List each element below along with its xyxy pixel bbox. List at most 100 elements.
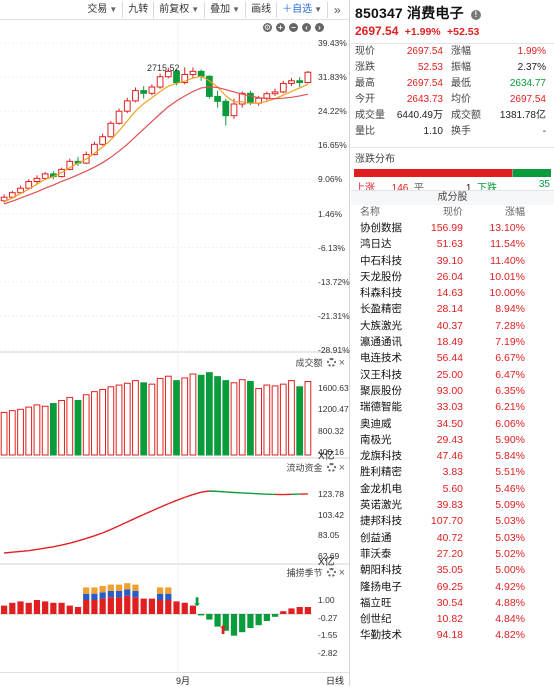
component-row[interactable]: 大族激光 40.37 7.28% [351,318,554,334]
component-name: 朝阳科技 [351,562,409,578]
header-change[interactable]: 涨幅 [463,205,527,220]
header-price[interactable]: 现价 [409,205,463,220]
season-bar [75,607,81,614]
ma5-line [4,76,308,201]
season-bar-blue [124,590,130,596]
component-row[interactable]: 菲沃泰 27.20 5.02% [351,546,554,562]
stat-value: 52.53 [378,60,446,76]
component-row[interactable]: 电连技术 56.44 6.67% [351,350,554,366]
component-row[interactable]: 龙旗科技 47.46 5.84% [351,448,554,464]
volume-bar [256,389,262,455]
stat-value: 1.99% [477,44,550,60]
component-name: 协创数据 [351,220,409,236]
component-row[interactable]: 胜利精密 3.83 5.51% [351,464,554,480]
flow-segment [78,538,86,540]
component-row[interactable]: 华勤技术 94.18 4.82% [351,627,554,643]
component-row[interactable]: 福立旺 30.54 4.88% [351,595,554,611]
volume-bar [18,409,24,455]
component-price: 26.04 [409,269,463,285]
volume-bar [215,377,221,455]
close-icon[interactable]: × [339,357,345,369]
component-change: 5.03% [463,530,527,546]
candle-body [289,81,295,84]
flow-segment [185,495,193,498]
season-bar [288,608,294,614]
component-name: 长盈精密 [351,301,409,317]
volume-panel-header: 成交额× [296,356,345,369]
flow-segment [144,511,152,515]
component-change: 4.88% [463,595,527,611]
stat-label: 成交量 [351,108,378,124]
gear-icon[interactable] [327,568,336,577]
gear-icon[interactable] [327,463,336,472]
volume-bar [264,385,270,455]
component-name: 龙旗科技 [351,448,409,464]
candle-body [231,104,237,116]
component-row[interactable]: 南极光 29.43 5.90% [351,432,554,448]
season-bar [231,614,237,636]
gear-icon[interactable] [327,358,336,367]
component-row[interactable]: 瑞德智能 33.03 6.21% [351,399,554,415]
season-bar-orange [83,587,89,593]
volume-bar [149,384,155,455]
component-row[interactable]: 科森科技 14.63 10.00% [351,285,554,301]
volume-bar [305,381,311,455]
component-row[interactable]: 捷邦科技 107.70 5.03% [351,513,554,529]
change-value: +52.53 [447,26,479,38]
candle-body [157,77,163,87]
stat-label: 最高 [351,76,378,92]
component-row[interactable]: 天龙股份 26.04 10.01% [351,269,554,285]
component-row[interactable]: 协创数据 156.99 13.10% [351,220,554,236]
close-icon[interactable]: × [339,462,345,474]
component-name: 中石科技 [351,253,409,269]
flow-panel-header: 流动资金× [287,461,345,474]
period-label[interactable]: 日线 [326,674,344,687]
component-price: 94.18 [409,627,463,643]
volume-bar [289,381,295,455]
price-line: 2697.54 +1.99% +52.53 [355,24,482,38]
flow-segment [168,500,176,503]
stat-label: 成交额 [446,108,477,124]
info-icon[interactable]: ! [471,10,481,20]
component-row[interactable]: 朝阳科技 35.05 5.00% [351,562,554,578]
candle-body [133,91,139,101]
candle-body [100,137,106,145]
month-label: 9月 [176,674,190,687]
component-row[interactable]: 中石科技 39.10 11.40% [351,253,554,269]
flow-unit: X亿 [318,553,335,568]
distribution-title: 涨跌分布 [351,148,554,167]
component-change: 7.28% [463,318,527,334]
stat-label: 现价 [351,44,378,60]
component-change: 10.01% [463,269,527,285]
component-row[interactable]: 创益通 40.72 5.03% [351,530,554,546]
season-bar [67,606,73,614]
axis-tick-label: -13.72% [318,277,350,287]
component-row[interactable]: 鸿日达 51.63 11.54% [351,236,554,252]
candle-body [34,178,40,181]
current-price: 2697.54 [355,24,398,38]
volume-bar [174,381,180,455]
flow-segment [111,526,119,530]
stat-label: 涨跌 [351,60,378,76]
season-bar [124,596,130,614]
chart-pane[interactable]: 交易▼ 九转 前复权▼ 叠加▼ 画线 ＋自选▼ » ⚙ + − ‹ › 2715… [0,0,350,686]
component-row[interactable]: 金龙机电 5.60 5.46% [351,481,554,497]
component-change: 8.94% [463,301,527,317]
close-icon[interactable]: × [339,567,345,579]
component-row[interactable]: 奥迪威 34.50 6.06% [351,416,554,432]
header-name[interactable]: 名称 [351,205,409,220]
component-row[interactable]: 瀛通通讯 18.49 7.19% [351,334,554,350]
component-price: 39.10 [409,253,463,269]
component-row[interactable]: 隆扬电子 69.25 4.92% [351,579,554,595]
component-name: 天龙股份 [351,269,409,285]
candle-body [280,83,286,92]
component-row[interactable]: 聚辰股份 93.00 6.35% [351,383,554,399]
component-row[interactable]: 创世纪 10.82 4.84% [351,611,554,627]
date-axis: 9月 日线 [0,672,350,686]
component-row[interactable]: 英诺激光 39.83 5.09% [351,497,554,513]
component-row[interactable]: 汉王科技 25.00 6.47% [351,367,554,383]
stat-label: 均价 [446,92,477,108]
flow-segment [29,549,37,550]
component-row[interactable]: 长盈精密 28.14 8.94% [351,301,554,317]
volume-bar [297,387,303,455]
